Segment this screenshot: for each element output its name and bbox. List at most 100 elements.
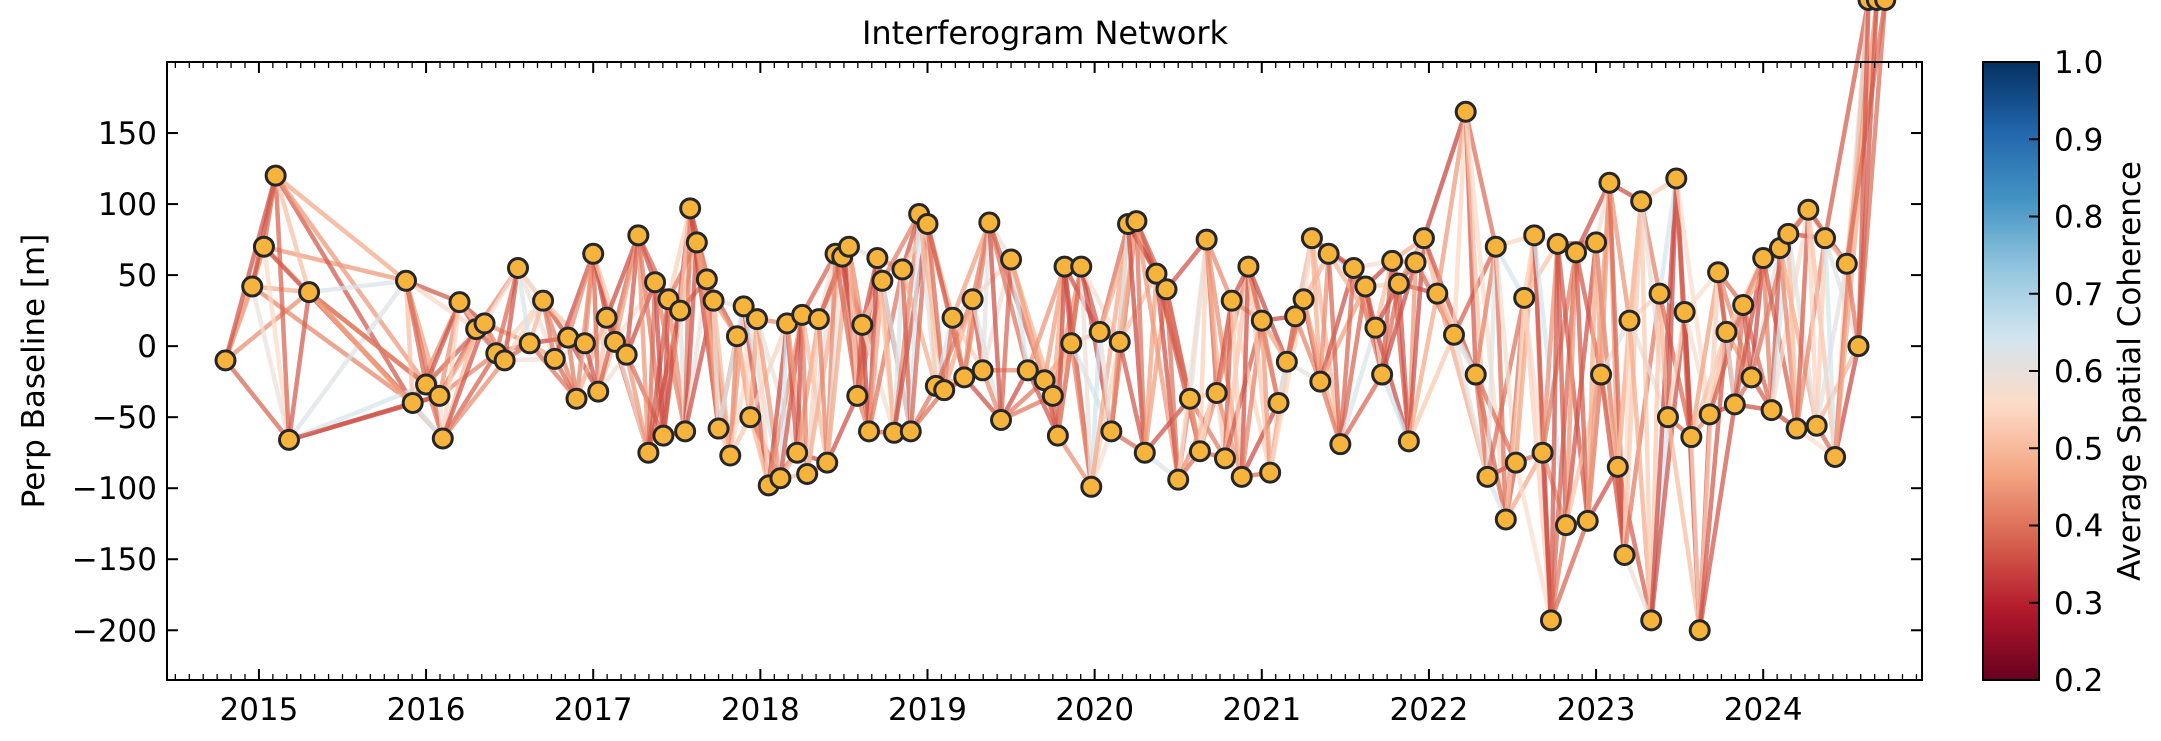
acquisition-node: [298, 281, 321, 304]
x-axis: 2015 2016 2017 2018 2019 2020 2021 2022 2023 2024: [174, 62, 1918, 728]
interferogram-edge: [403, 278, 479, 332]
acquisition-node: [769, 467, 792, 490]
interferogram-edge: [804, 254, 845, 477]
interferogram-edge: [223, 289, 312, 363]
acquisition-node: [1230, 465, 1253, 488]
y-tick-label: 100: [98, 187, 157, 223]
interferogram-edge: [249, 284, 415, 406]
interferogram-edge: [748, 321, 790, 420]
acquisition-node: [595, 306, 618, 329]
acquisition-node: [1214, 447, 1237, 470]
acquisition-node: [1494, 508, 1517, 531]
acquisition-node: [846, 384, 869, 407]
acquisition-node: [1309, 370, 1332, 393]
interferogram-edge: [1794, 207, 1811, 431]
acquisition-node: [796, 463, 819, 485]
acquisition-node: [1565, 241, 1588, 264]
interferogram-edge: [1707, 270, 1721, 417]
acquisition-node: [1354, 275, 1377, 298]
chart-title: Interferogram Network: [862, 14, 1229, 52]
acquisition-node: [1630, 190, 1653, 213]
acquisition-node: [1167, 468, 1190, 491]
acquisition-node: [1680, 426, 1703, 449]
interferogram-edge: [1197, 237, 1209, 454]
acquisition-node: [1155, 278, 1178, 301]
acquisition-node: [1404, 251, 1427, 274]
interferogram-edge: [998, 257, 1014, 423]
acquisition-node: [615, 343, 638, 366]
acquisition-node: [1145, 262, 1168, 285]
acquisition-node: [725, 325, 748, 348]
interferogram-edge: [1239, 400, 1281, 480]
acquisition-node: [1464, 363, 1487, 386]
acquisition-node: [401, 391, 424, 414]
acquisition-node: [807, 308, 830, 331]
acquisition-node: [1317, 242, 1340, 265]
acquisition-node: [674, 420, 697, 443]
interferogram-edge: [590, 251, 601, 394]
interferogram-edge: [1749, 255, 1766, 380]
acquisition-node: [1088, 320, 1111, 343]
colorbar-tick-label: 0.4: [2054, 509, 2103, 545]
acquisition-node: [1656, 406, 1679, 429]
interferogram-edge: [754, 316, 800, 455]
interferogram-edge: [440, 299, 462, 441]
interferogram-edge: [1555, 241, 1569, 528]
acquisition-node: [1205, 382, 1228, 405]
acquisition-node: [1618, 309, 1641, 332]
interferogram-edge: [1822, 235, 1861, 349]
interferogram-edge: [1648, 309, 1687, 623]
acquisition-node: [1237, 255, 1260, 278]
acquisition-node: [1760, 399, 1783, 422]
colorbar-tick-label: 0.3: [2054, 586, 2103, 622]
acquisition-node: [652, 424, 675, 447]
y-axis-label: Perp Baseline [m]: [16, 234, 52, 509]
interferogram-edge: [1598, 180, 1612, 377]
interferogram-edge: [1724, 329, 1738, 407]
acquisition-node: [1364, 316, 1387, 339]
interferogram-edge: [624, 233, 641, 357]
interferogram-edge: [900, 267, 914, 434]
interferogram-edge: [816, 316, 830, 465]
acquisition-node: [1046, 424, 1069, 447]
acquisition-node: [1178, 387, 1201, 410]
interferogram-edge: [273, 173, 409, 284]
acquisition-node: [264, 164, 287, 187]
interferogram-edge: [1338, 372, 1385, 447]
x-tick-label: 2024: [1724, 692, 1803, 728]
interferogram-edge: [1485, 295, 1527, 480]
acquisition-node: [866, 247, 889, 270]
acquisition-node: [395, 269, 418, 292]
interferogram-edge: [880, 211, 922, 284]
interferogram-edge: [1697, 402, 1738, 633]
acquisition-node: [431, 427, 454, 450]
interferogram-edge: [273, 173, 292, 443]
acquisition-node: [532, 289, 555, 312]
interferogram-edge: [1548, 241, 1560, 623]
colorbar-tick-label: 0.7: [2054, 277, 2103, 313]
acquisition-node: [933, 379, 956, 402]
acquisition-node: [1835, 252, 1858, 275]
acquisition-node: [1504, 451, 1527, 474]
acquisition-node: [1292, 288, 1315, 311]
interferogram-edge: [1548, 518, 1590, 623]
interferogram-edge: [980, 220, 992, 373]
acquisition-node: [1080, 475, 1103, 498]
interferogram-edge: [748, 316, 760, 420]
interferogram-edge: [515, 265, 558, 362]
acquisition-node: [518, 332, 541, 355]
interferogram-edge: [565, 251, 596, 340]
interferogram-edge: [1814, 235, 1828, 428]
interferogram-edge: [624, 352, 651, 455]
acquisition-node: [978, 211, 1001, 234]
acquisition-node: [786, 441, 809, 464]
acquisition-node: [1814, 227, 1837, 250]
interferogram-edge: [1707, 302, 1746, 417]
interferogram-edge: [652, 279, 666, 438]
acquisition-node: [1576, 509, 1599, 532]
acquisition-node: [669, 299, 692, 322]
interferogram-edge: [1573, 180, 1612, 255]
interferogram-edge: [440, 358, 507, 441]
interferogram-edge: [1435, 109, 1468, 296]
